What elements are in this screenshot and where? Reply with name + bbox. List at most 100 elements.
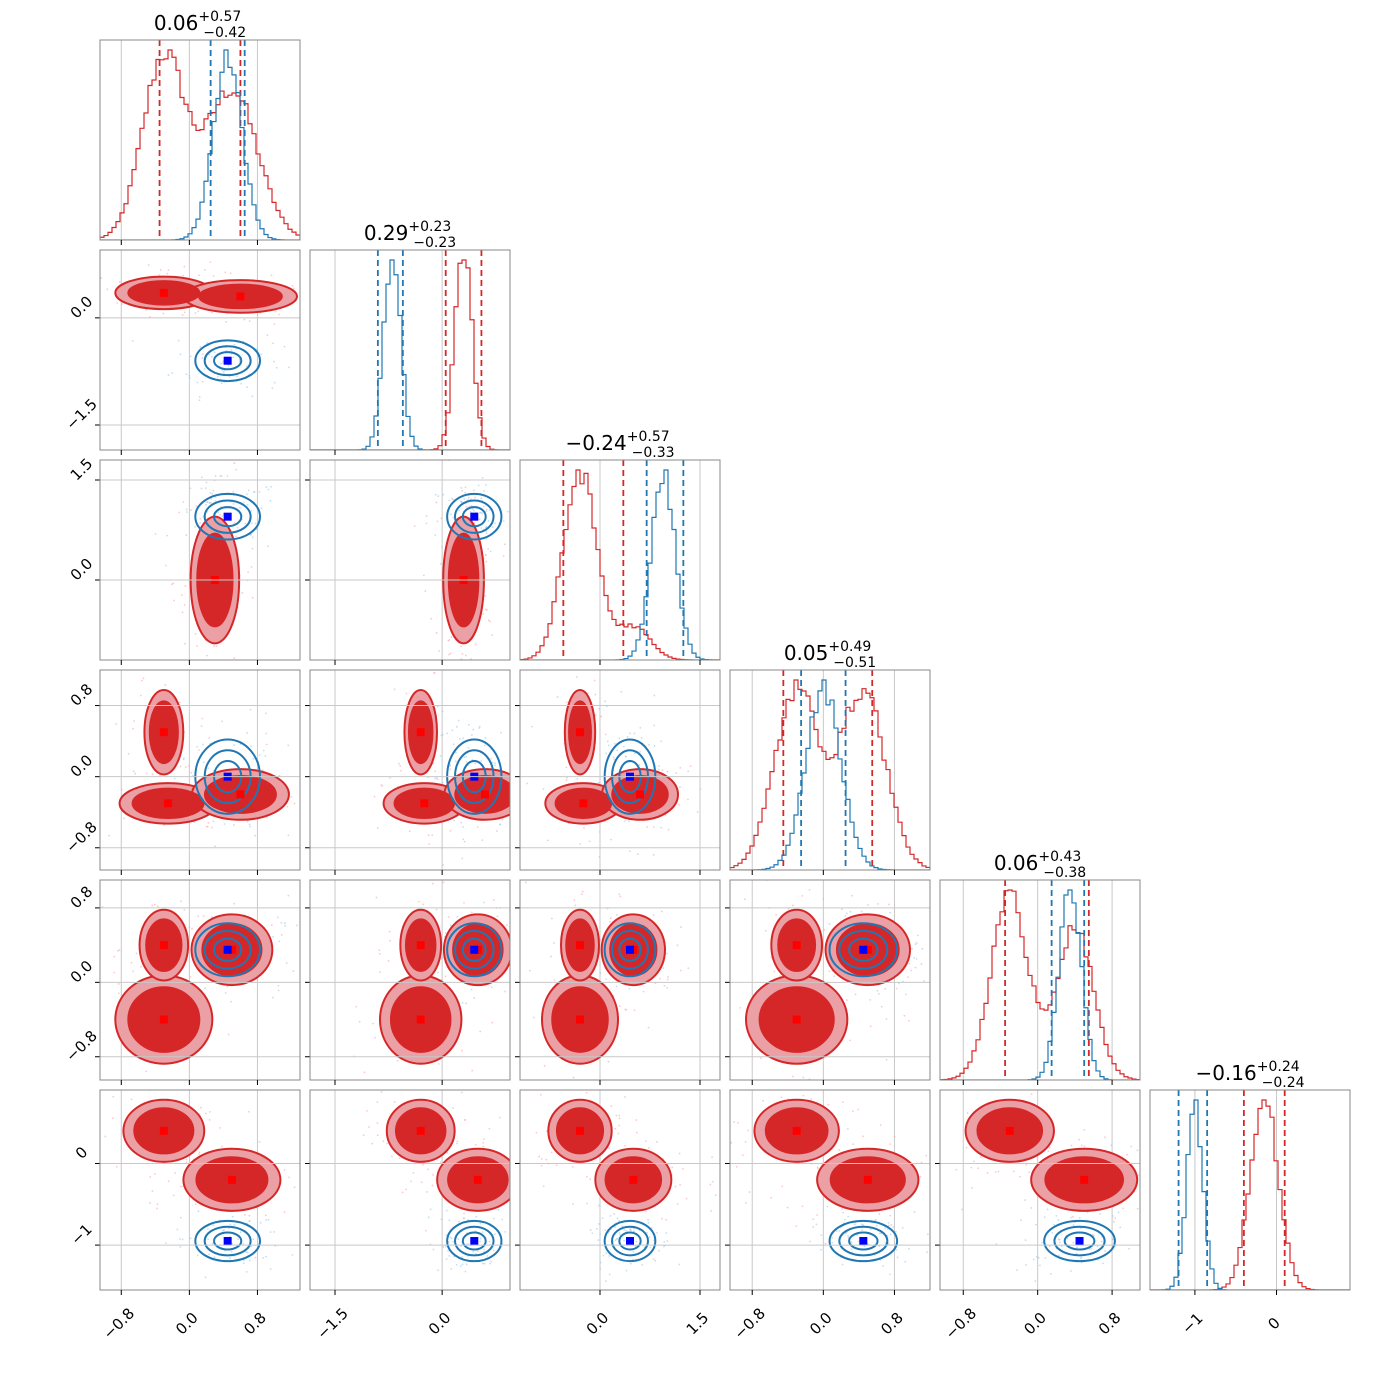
- sample-point-blue: [442, 493, 445, 496]
- sample-point-red: [599, 939, 602, 942]
- sample-point-blue: [473, 509, 475, 512]
- tick-label-y: 0.0: [67, 751, 97, 781]
- sample-point-blue: [269, 1268, 272, 1271]
- sample-point-blue: [273, 360, 276, 363]
- panel-body: [373, 671, 510, 866]
- sample-point-blue: [242, 1262, 245, 1264]
- panel-frame: [939, 1089, 1141, 1291]
- sample-point-red: [809, 1240, 811, 1243]
- sample-point-blue: [514, 957, 516, 959]
- sample-point-red: [462, 838, 465, 841]
- sample-point-blue: [639, 726, 642, 729]
- panel-title: 0.05+0.49 −0.51: [784, 639, 876, 671]
- sample-point-red: [203, 268, 206, 271]
- sample-point-red: [362, 1134, 365, 1137]
- sample-point-blue: [233, 343, 236, 346]
- sample-point-blue: [301, 394, 303, 396]
- sample-point-red: [430, 617, 433, 620]
- sample-point-red: [885, 1058, 888, 1061]
- sample-point-red: [191, 927, 193, 930]
- sample-point-red: [270, 924, 273, 926]
- sample-point-blue: [489, 550, 492, 553]
- sample-point-red: [376, 1101, 379, 1103]
- sample-point-red: [184, 766, 187, 768]
- tick-label-x: 0: [1264, 1314, 1283, 1333]
- tick-label-y: −0.8: [62, 818, 100, 856]
- sample-point-blue: [613, 758, 616, 761]
- sample-point-red: [827, 1103, 830, 1106]
- sample-point-blue: [589, 1229, 592, 1231]
- sample-point-red: [277, 984, 280, 987]
- sample-point-blue: [1099, 1213, 1102, 1215]
- sample-point-blue: [225, 321, 227, 323]
- sample-point-blue: [214, 845, 217, 848]
- sample-point-red: [365, 1109, 368, 1112]
- sample-point-blue: [663, 1245, 665, 1248]
- sample-point-red: [212, 275, 215, 277]
- sample-point-blue: [211, 355, 213, 358]
- sample-point-blue: [1035, 1255, 1038, 1258]
- sample-point-blue: [278, 940, 281, 943]
- sample-point-blue: [273, 381, 276, 384]
- sample-point-red: [149, 1175, 152, 1178]
- sample-point-blue: [206, 342, 208, 345]
- sample-point-red: [431, 882, 434, 885]
- sample-point-blue: [612, 756, 615, 759]
- sample-point-red: [625, 1229, 628, 1232]
- sample-point-red: [822, 898, 825, 900]
- sample-point-red: [1091, 1233, 1094, 1236]
- sample-point-red: [636, 1131, 638, 1134]
- sample-point-red: [164, 684, 167, 686]
- sample-point-blue: [1016, 1269, 1018, 1272]
- sample-point-blue: [434, 493, 437, 496]
- sample-point-red: [368, 1126, 370, 1128]
- sample-point-blue: [862, 1224, 865, 1227]
- sample-point-blue: [450, 1237, 453, 1240]
- sample-point-blue: [490, 986, 493, 989]
- sample-point-red: [895, 987, 898, 990]
- sample-point-red: [556, 696, 559, 698]
- sample-point-blue: [1037, 1256, 1040, 1259]
- sample-point-blue: [488, 509, 491, 511]
- contour-blue-level-2: [1063, 1231, 1096, 1251]
- sample-point-blue: [847, 1234, 850, 1237]
- contour-blue-level-0: [194, 922, 262, 978]
- sample-point-red: [511, 1178, 513, 1180]
- sample-point-blue: [876, 989, 879, 992]
- sample-point-red: [376, 1122, 379, 1124]
- sample-point-blue: [1069, 1270, 1072, 1272]
- sample-point-red: [127, 752, 130, 755]
- sample-point-red: [163, 824, 166, 827]
- sample-point-red: [233, 657, 236, 660]
- sample-point-red: [141, 679, 143, 682]
- sample-point-red: [133, 720, 136, 722]
- sample-point-blue: [607, 744, 610, 747]
- sample-point-red: [532, 1016, 535, 1019]
- sample-point-red: [226, 475, 229, 477]
- sample-point-blue: [878, 1245, 881, 1248]
- sample-point-red: [502, 555, 505, 557]
- sample-point-blue: [227, 365, 230, 367]
- sample-point-blue: [202, 761, 205, 764]
- sample-point-blue: [204, 1276, 207, 1279]
- sample-point-red: [226, 985, 229, 988]
- panel-body: [353, 881, 516, 1074]
- sample-point-blue: [440, 1218, 443, 1221]
- sample-point-red: [292, 287, 295, 290]
- sample-point-red: [433, 671, 436, 674]
- sample-point-blue: [820, 1234, 823, 1237]
- sample-point-blue: [479, 1237, 482, 1240]
- sample-point-red: [287, 894, 290, 897]
- sample-point-red: [610, 1105, 613, 1107]
- sample-point-red: [730, 1141, 733, 1144]
- sample-point-red: [66, 823, 68, 825]
- sample-point-red: [302, 307, 304, 309]
- sample-point-red: [464, 1118, 467, 1121]
- tick-label-x: 0.0: [172, 1309, 202, 1339]
- sample-point-blue: [1117, 1211, 1120, 1214]
- sample-point-blue: [1049, 1272, 1052, 1275]
- sample-point-red: [358, 1020, 361, 1023]
- sample-point-red: [463, 840, 466, 843]
- sample-point-red: [190, 509, 192, 511]
- sample-point-red: [908, 1019, 910, 1022]
